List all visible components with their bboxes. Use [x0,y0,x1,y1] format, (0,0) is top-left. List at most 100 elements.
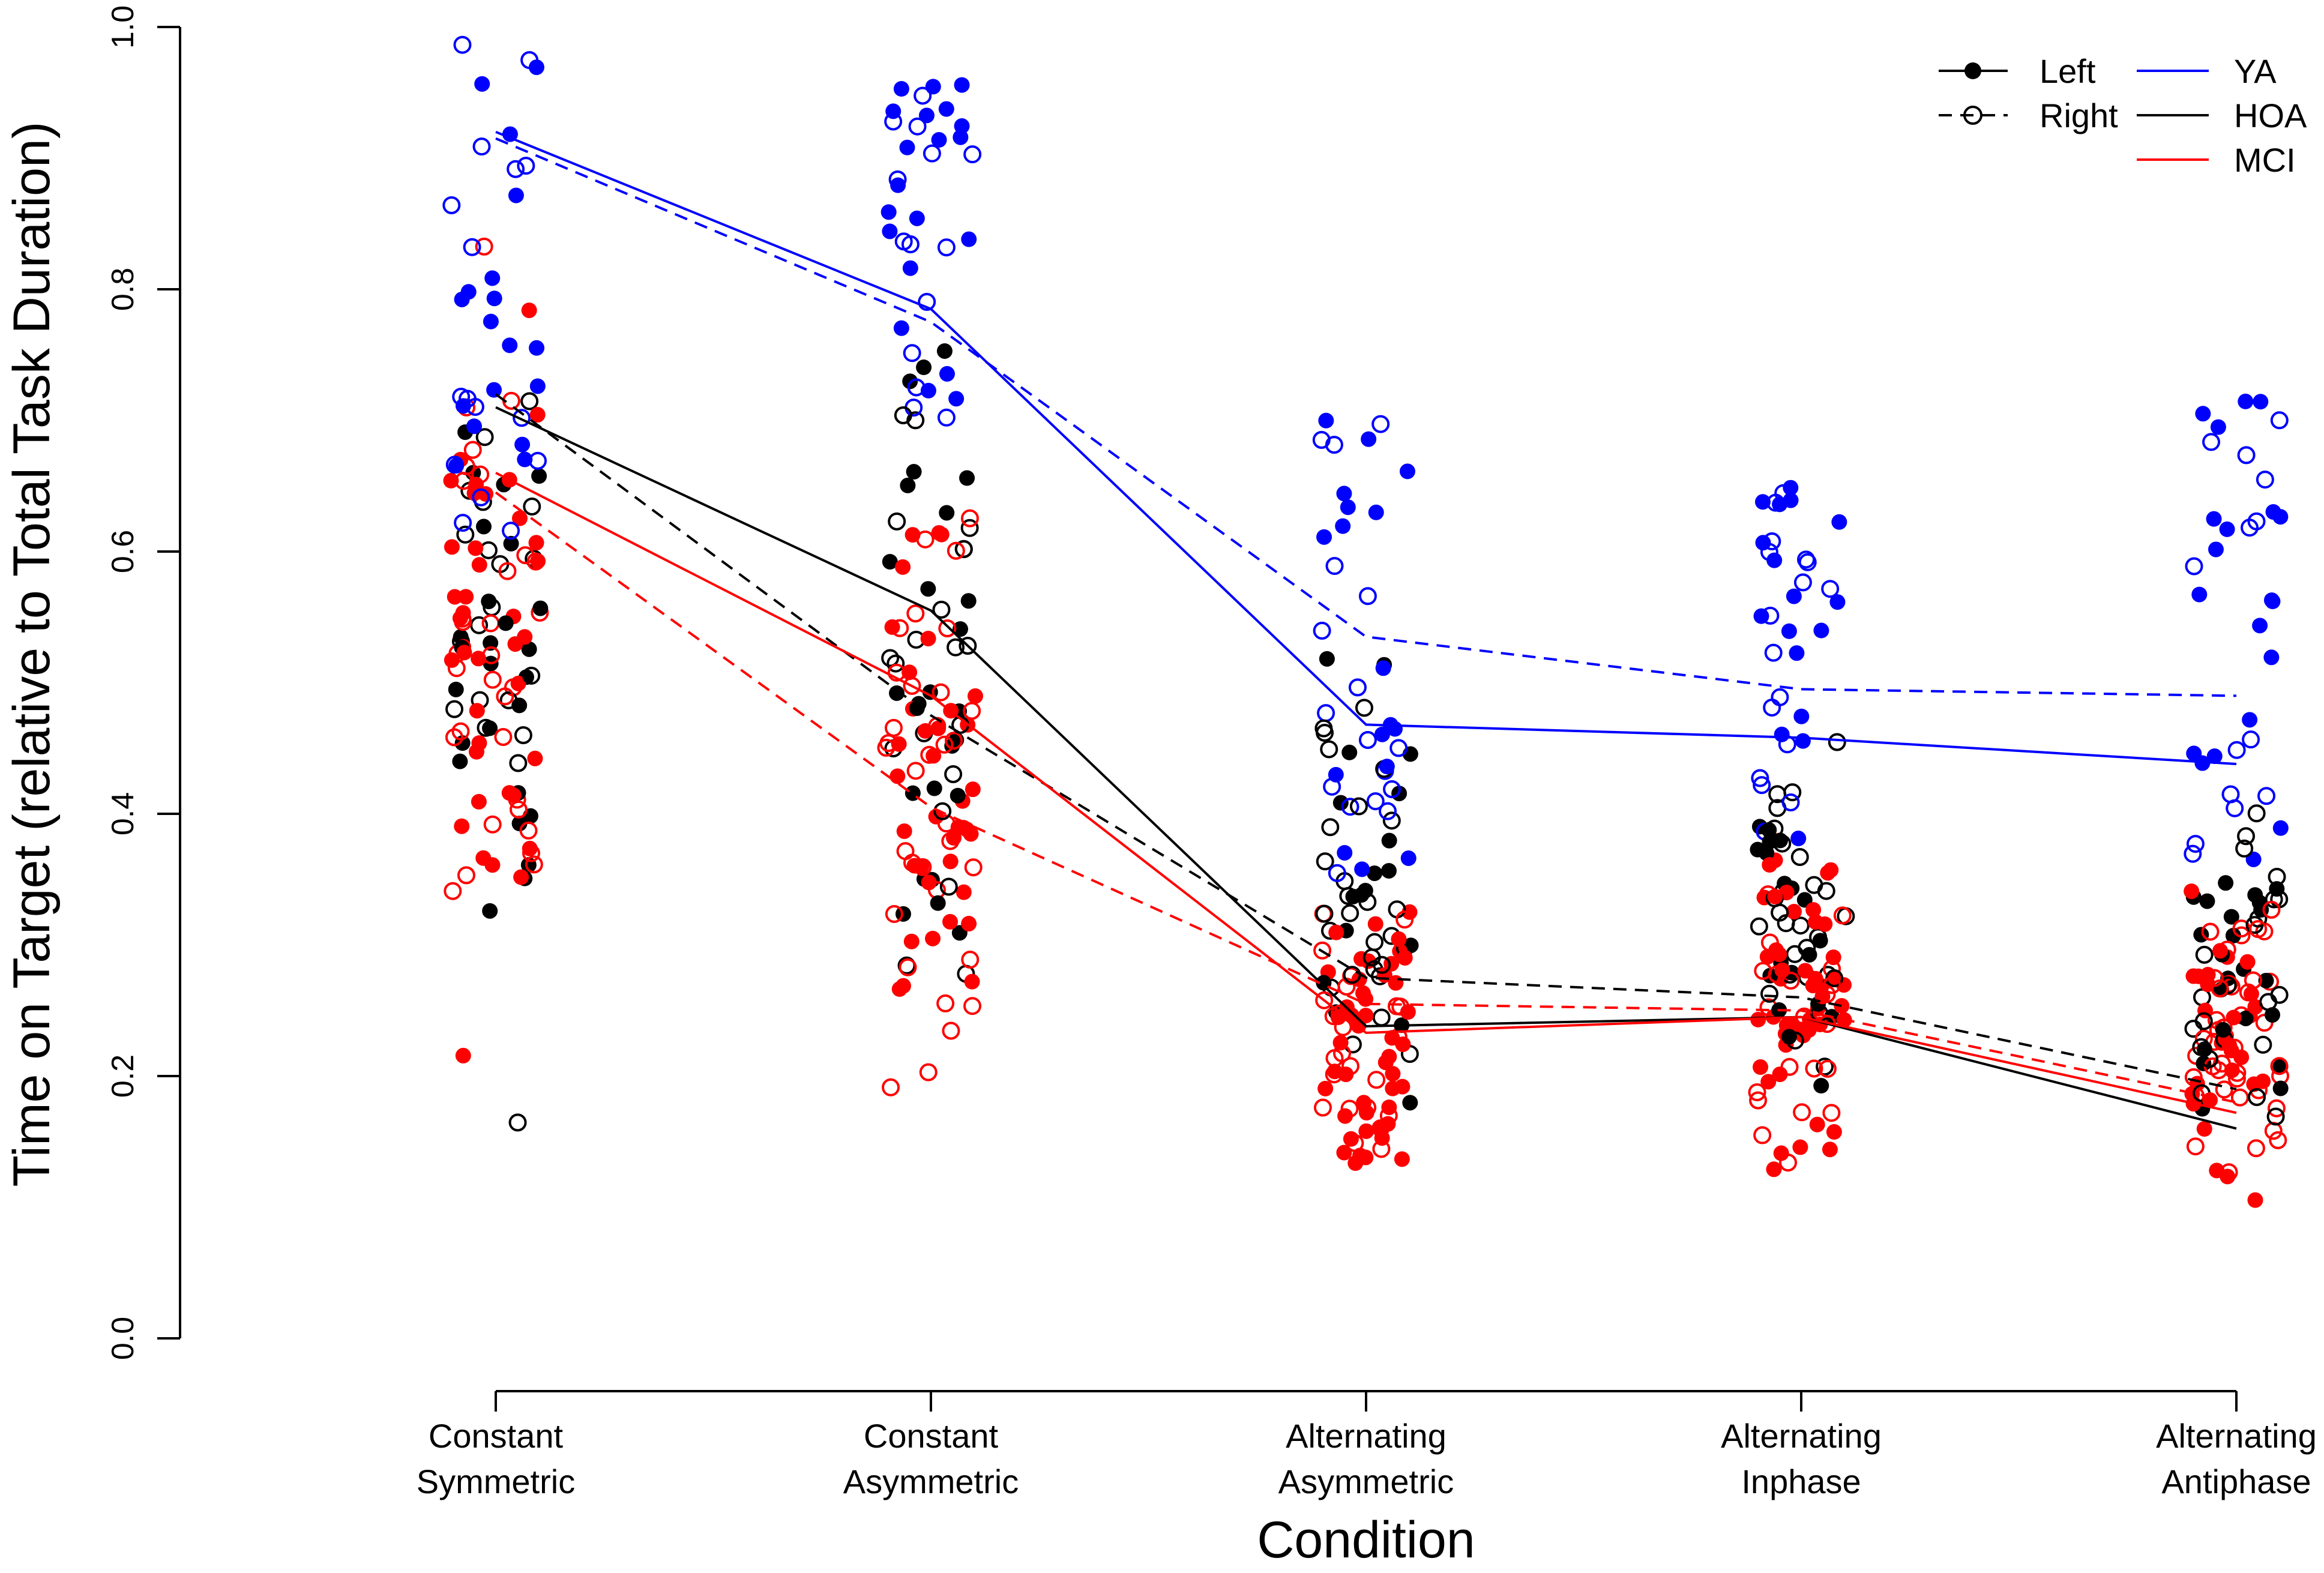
data-point [2269,1131,2287,1149]
y-tick-label: 0.4 [106,792,140,835]
data-point [482,903,498,919]
data-point [1780,1057,1799,1076]
data-point [2220,1163,2238,1182]
data-point [1822,1104,1841,1122]
data-point [509,754,528,772]
data-point [2265,504,2281,520]
data-point [938,619,957,638]
y-tick-label: 0.0 [106,1317,140,1360]
data-point [941,832,960,850]
data-point [1801,1022,1817,1038]
data-point [925,79,941,95]
data-point [1805,876,1823,894]
data-point [918,107,935,124]
x-tick-label: Asymmetric [1278,1463,1454,1500]
data-point [1358,1008,1374,1024]
data-point [2258,972,2274,988]
data-point [1798,939,1816,957]
legend-right-marker [1963,106,1982,125]
data-point [2227,1069,2246,1088]
data-point [1774,726,1790,742]
data-point [920,745,939,764]
data-point [960,519,979,537]
data-point [513,869,529,885]
data-point [900,477,916,493]
data-point [1379,759,1395,775]
data-point [453,35,472,54]
data-point [2224,1062,2240,1078]
data-point [509,800,528,819]
data-point [2202,433,2221,451]
data-point [507,160,525,178]
data-point [2192,1038,2211,1056]
data-point [1786,904,1802,920]
data-point [1818,1059,1837,1078]
data-point [932,683,950,702]
data-point [1395,1036,1411,1053]
data-point [906,762,925,780]
data-point [517,157,535,175]
data-point [2269,881,2285,897]
data-point [944,765,963,783]
data-point [1368,504,1384,520]
data-point [460,284,477,300]
data-point [525,855,543,874]
data-point [1766,1161,1782,1177]
data-point [888,512,906,531]
data-point [890,177,906,193]
data-point [891,619,909,637]
data-point [2223,909,2239,925]
data-point [1381,1048,1397,1065]
data-point [1828,733,1846,751]
data-point [1783,480,1799,496]
data-point [2259,993,2278,1011]
data-point [956,884,972,900]
data-point [1385,1080,1401,1096]
data-point [887,663,906,682]
data-point [2184,883,2200,900]
data-point [1748,1083,1766,1101]
data-point [2247,804,2266,823]
x-tick-marks [495,1391,2238,1412]
data-point [2212,943,2229,959]
data-point [920,581,936,597]
data-point [1315,904,1334,923]
x-tick-label: Alternating [1286,1417,1446,1455]
data-point [529,378,546,394]
data-point [937,238,956,257]
data-point [1323,777,1341,796]
data-point [936,994,955,1012]
data-point [2190,968,2206,984]
data-point [1766,552,1783,568]
data-point [1763,532,1781,551]
data-point [1790,831,1807,847]
data-point [1367,916,1383,932]
data-point [529,340,545,356]
data-point [947,541,965,560]
data-point [914,858,932,876]
data-point [1380,862,1397,879]
data-point [508,187,524,203]
x-tick-label: Antiphase [2161,1463,2311,1500]
data-point [468,540,484,556]
data-point [2247,512,2266,531]
data-point [893,320,909,336]
data-point [932,600,951,619]
data-point [937,408,956,427]
data-point [516,546,535,565]
data-point [961,916,977,932]
data-point [2246,1076,2262,1092]
data-point [2226,799,2244,817]
data-point [1781,1029,1797,1045]
x-tick-label: Asymmetric [843,1463,1019,1500]
data-point [921,874,937,891]
data-point [1793,708,1810,724]
data-point [895,978,911,994]
data-point [451,722,470,741]
data-point [938,101,954,117]
data-point [882,223,898,239]
data-point [2191,586,2208,603]
mean-line-ya-right [495,137,2237,697]
data-point [964,973,980,990]
data-point [960,593,977,609]
